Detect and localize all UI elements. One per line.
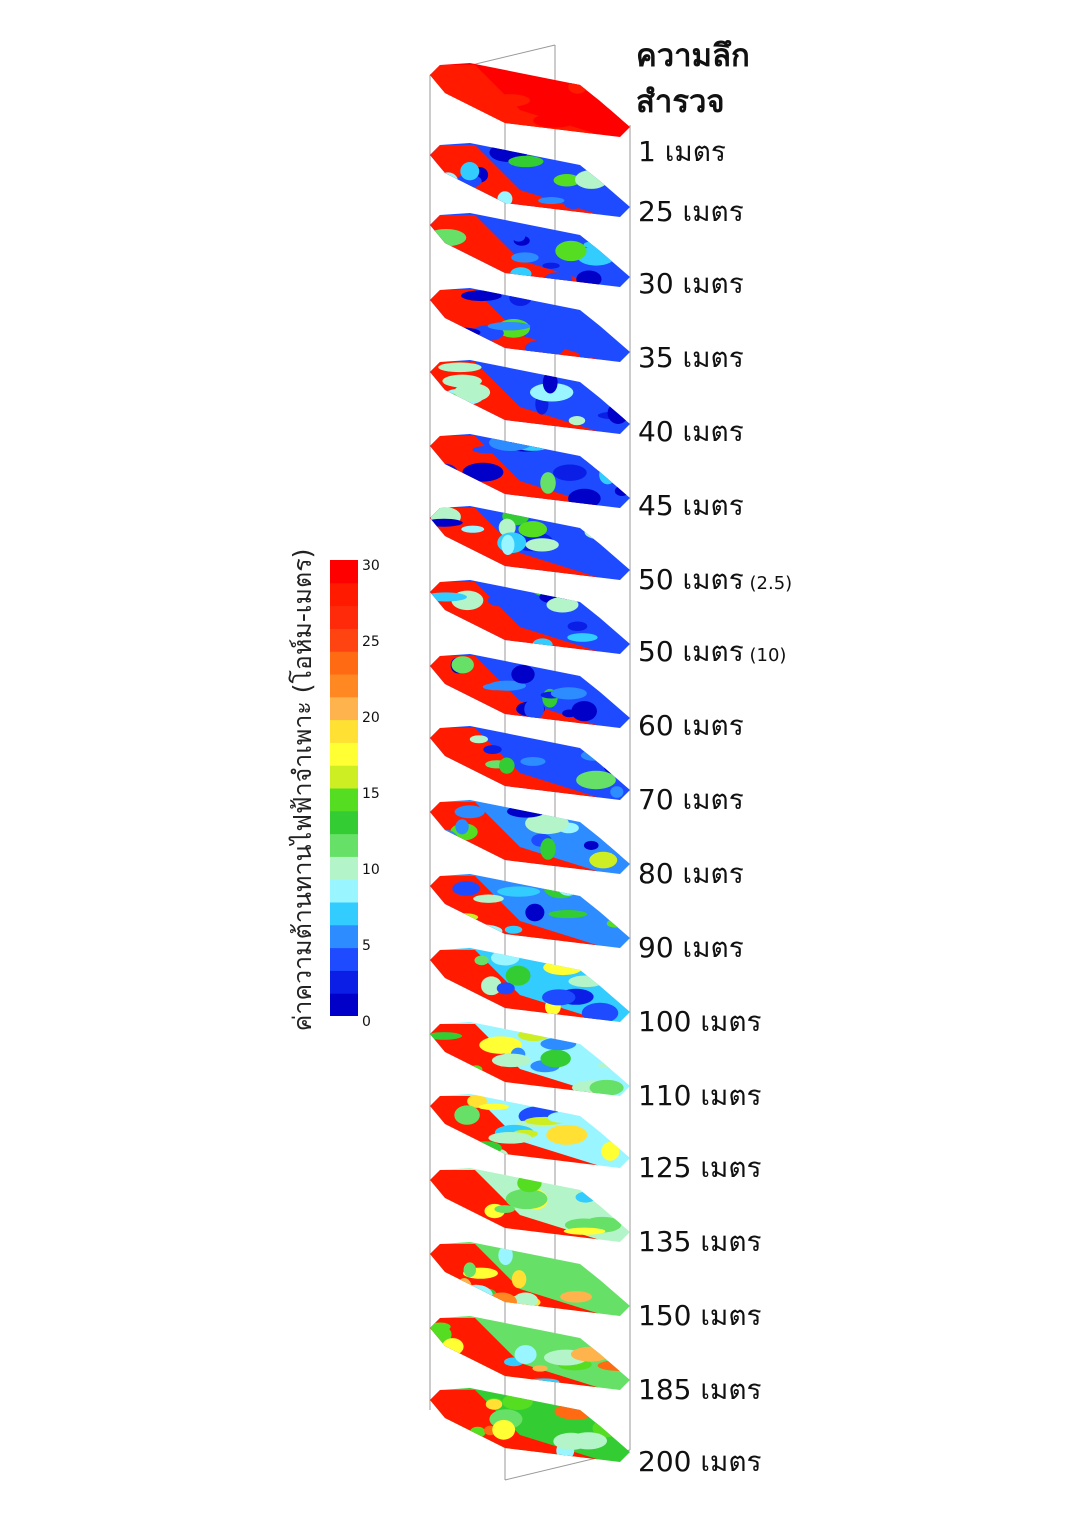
colorbar-segment <box>330 879 358 903</box>
colorbar-segment <box>330 719 358 743</box>
depth-label: 185 เมตร <box>638 1368 762 1412</box>
depth-label: 50 เมตร (2.5) <box>638 558 792 602</box>
depth-label: 50 เมตร (10) <box>638 630 786 674</box>
colorbar-tick-label: 5 <box>362 938 371 954</box>
depth-label: 135 เมตร <box>638 1220 762 1264</box>
depth-slice <box>430 654 630 728</box>
depth-label: 1 เมตร <box>638 130 726 174</box>
colorbar-segment <box>330 993 358 1016</box>
depth-label: 110 เมตร <box>638 1074 762 1118</box>
colorbar-segment <box>330 560 358 584</box>
depth-slice <box>430 213 630 287</box>
depth-label-text: 50 เมตร <box>638 563 744 596</box>
depth-slice <box>430 580 630 654</box>
colorbar-segment <box>330 833 358 857</box>
depth-label: 150 เมตร <box>638 1294 762 1338</box>
depth-label-text: 125 เมตร <box>638 1151 762 1184</box>
depth-label-text: 35 เมตร <box>638 341 744 374</box>
depth-slice <box>430 63 630 137</box>
depth-label-text: 185 เมตร <box>638 1373 762 1406</box>
depth-heading-line-2: สำรวจ <box>636 84 725 120</box>
colorbar-tick-label: 30 <box>362 558 380 574</box>
depth-label: 90 เมตร <box>638 926 744 970</box>
colorbar-tick-label: 15 <box>362 786 380 802</box>
depth-slice <box>430 143 630 217</box>
depth-label-text: 50 เมตร <box>638 635 744 668</box>
depth-label-text: 70 เมตร <box>638 783 744 816</box>
depth-label: 200 เมตร <box>638 1440 762 1484</box>
depth-slice <box>430 1168 630 1242</box>
colorbar-segment <box>330 947 358 971</box>
depth-label: 45 เมตร <box>638 484 744 528</box>
depth-slice <box>430 1242 630 1316</box>
colorbar-segment <box>330 765 358 789</box>
depth-label-note: (10) <box>743 645 787 666</box>
depth-label-text: 80 เมตร <box>638 857 744 890</box>
colorbar-tick-label: 20 <box>362 710 380 726</box>
depth-label-text: 110 เมตร <box>638 1079 762 1112</box>
colorbar-segment <box>330 810 358 835</box>
colorbar-segment <box>330 628 358 652</box>
depth-slice <box>430 434 630 508</box>
depth-slice <box>430 874 630 948</box>
colorbar-segment <box>330 582 358 607</box>
depth-heading-line-1: ความลึก <box>636 38 750 74</box>
depth-label-text: 90 เมตร <box>638 931 744 964</box>
colorbar-segment <box>330 674 358 698</box>
depth-label: 25 เมตร <box>638 190 744 234</box>
depth-slice <box>430 288 630 362</box>
depth-slice <box>430 726 630 800</box>
depth-slice <box>430 1022 630 1096</box>
depth-label-note: (2.5) <box>743 573 793 594</box>
depth-label-text: 150 เมตร <box>638 1299 762 1332</box>
colorbar-tick-label: 25 <box>362 634 380 650</box>
depth-slice <box>430 1388 630 1462</box>
depth-label-text: 100 เมตร <box>638 1005 762 1038</box>
colorbar-segment <box>330 902 358 926</box>
colorbar-segment <box>330 696 358 721</box>
colorbar-tick-label: 0 <box>362 1014 371 1030</box>
depth-label: 125 เมตร <box>638 1146 762 1190</box>
depth-label-text: 25 เมตร <box>638 195 744 228</box>
colorbar-segment <box>330 856 358 880</box>
colorbar-segment <box>330 742 358 766</box>
depth-label: 100 เมตร <box>638 1000 762 1044</box>
colorbar <box>330 560 358 1016</box>
colorbar-segment <box>330 788 358 812</box>
depth-label-text: 1 เมตร <box>638 135 726 168</box>
depth-label-text: 30 เมตร <box>638 267 744 300</box>
legend-title: ค่าความต้านทานไฟฟ้าจำเพาะ (โอห์ม-เมตร) <box>288 548 317 1032</box>
colorbar-segment <box>330 970 358 994</box>
depth-label: 80 เมตร <box>638 852 744 896</box>
depth-slice <box>430 360 630 434</box>
depth-slice <box>430 800 630 874</box>
colorbar-segment <box>330 651 358 675</box>
depth-label: 60 เมตร <box>638 704 744 748</box>
depth-label-text: 40 เมตร <box>638 415 744 448</box>
depth-label-text: 135 เมตร <box>638 1225 762 1258</box>
colorbar-segment <box>330 605 358 629</box>
depth-label-text: 60 เมตร <box>638 709 744 742</box>
depth-label-text: 200 เมตร <box>638 1445 762 1478</box>
depth-label: 35 เมตร <box>638 336 744 380</box>
colorbar-tick-label: 10 <box>362 862 380 878</box>
depth-label-text: 45 เมตร <box>638 489 744 522</box>
depth-label: 70 เมตร <box>638 778 744 822</box>
depth-slice <box>430 948 630 1022</box>
depth-slice <box>430 506 630 580</box>
depth-slice <box>430 1316 630 1390</box>
depth-label: 30 เมตร <box>638 262 744 306</box>
depth-slice <box>430 1094 630 1168</box>
depth-label: 40 เมตร <box>638 410 744 454</box>
colorbar-segment <box>330 924 358 949</box>
